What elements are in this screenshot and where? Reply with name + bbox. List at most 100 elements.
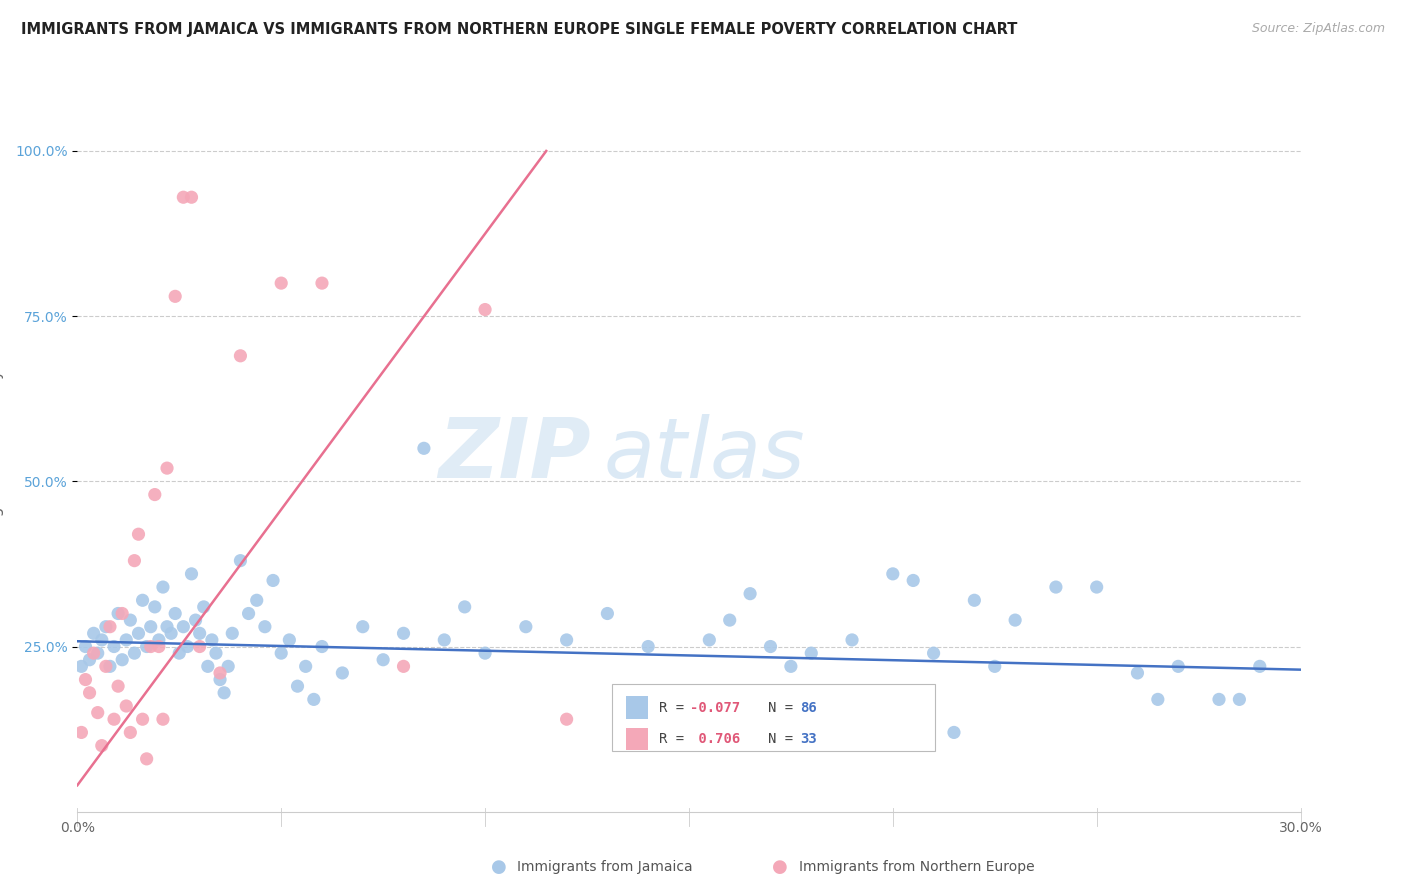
Point [83, 646, 105, 660]
Y-axis label: Single Female Poverty: Single Female Poverty [0, 370, 4, 540]
Point [740, 587, 762, 601]
Text: R =: R = [659, 732, 693, 747]
Point [139, 640, 162, 654]
Point [922, 646, 945, 660]
Point [115, 632, 138, 647]
Point [229, 554, 252, 568]
Text: ●: ● [772, 858, 789, 876]
Point [221, 626, 243, 640]
Point [1045, 580, 1067, 594]
Point [278, 632, 301, 647]
Point [103, 712, 125, 726]
Text: N =: N = [768, 732, 801, 747]
Point [152, 580, 174, 594]
Point [120, 725, 142, 739]
Point [128, 527, 150, 541]
Point [135, 752, 157, 766]
Point [160, 626, 183, 640]
Point [172, 190, 194, 204]
Point [90, 739, 112, 753]
Text: 33: 33 [800, 732, 817, 747]
Point [1147, 692, 1170, 706]
Point [152, 712, 174, 726]
Point [107, 679, 129, 693]
Point [87, 646, 110, 660]
Point [963, 593, 986, 607]
Point [332, 665, 354, 680]
Point [111, 607, 134, 621]
Text: -0.077: -0.077 [690, 701, 741, 714]
Text: N =: N = [768, 701, 801, 714]
Text: ZIP: ZIP [439, 415, 591, 495]
Point [759, 640, 782, 654]
Point [128, 626, 150, 640]
Point [120, 613, 142, 627]
Point [800, 646, 823, 660]
Point [165, 289, 187, 303]
Point [555, 632, 578, 647]
Point [943, 725, 966, 739]
Point [83, 626, 105, 640]
Point [238, 607, 260, 621]
Point [882, 566, 904, 581]
Point [217, 659, 239, 673]
Point [98, 620, 121, 634]
Point [75, 640, 97, 654]
Point [253, 620, 276, 634]
Point [169, 646, 191, 660]
Point [433, 632, 456, 647]
Point [270, 646, 292, 660]
Text: 0.706: 0.706 [690, 732, 741, 747]
Point [1004, 613, 1026, 627]
Point [115, 698, 138, 713]
Text: Immigrants from Jamaica: Immigrants from Jamaica [517, 860, 693, 874]
Text: ●: ● [491, 858, 508, 876]
Point [156, 461, 179, 475]
Point [302, 692, 325, 706]
Point [474, 646, 496, 660]
Point [246, 593, 269, 607]
Point [718, 613, 741, 627]
Point [90, 632, 112, 647]
Point [555, 712, 578, 726]
Point [294, 659, 316, 673]
Point [699, 632, 721, 647]
Point [176, 640, 198, 654]
Point [205, 646, 228, 660]
Point [180, 566, 202, 581]
Point [188, 626, 211, 640]
Point [156, 620, 179, 634]
Point [903, 574, 925, 588]
Point [311, 640, 333, 654]
Point [165, 607, 187, 621]
Point [984, 659, 1007, 673]
Point [70, 725, 93, 739]
Point [1126, 665, 1149, 680]
Point [111, 653, 134, 667]
Text: Immigrants from Northern Europe: Immigrants from Northern Europe [799, 860, 1035, 874]
Point [862, 712, 884, 726]
Point [98, 659, 121, 673]
Point [131, 593, 153, 607]
Point [193, 599, 215, 614]
Point [131, 712, 153, 726]
Point [1208, 692, 1230, 706]
Point [124, 554, 146, 568]
Text: Source: ZipAtlas.com: Source: ZipAtlas.com [1251, 22, 1385, 36]
Point [413, 442, 436, 456]
Point [637, 640, 659, 654]
Point [270, 276, 292, 290]
Point [392, 626, 415, 640]
Point [148, 632, 170, 647]
Point [94, 659, 117, 673]
Point [678, 712, 700, 726]
Point [474, 302, 496, 317]
Point [79, 686, 101, 700]
Point [94, 620, 117, 634]
Point [841, 632, 863, 647]
Text: atlas: atlas [603, 415, 806, 495]
Point [79, 653, 101, 667]
Point [87, 706, 110, 720]
Point [596, 607, 619, 621]
Point [209, 673, 232, 687]
